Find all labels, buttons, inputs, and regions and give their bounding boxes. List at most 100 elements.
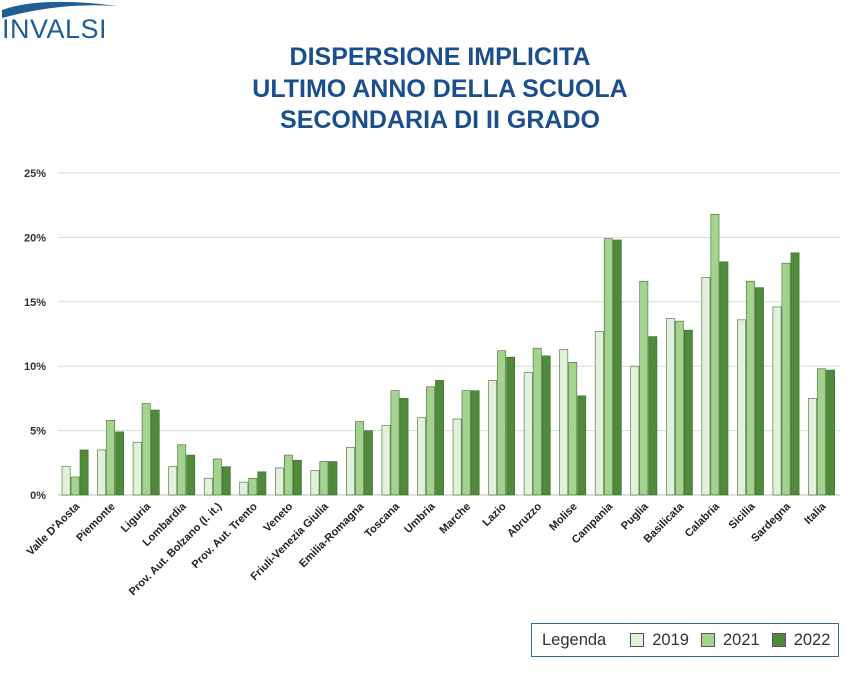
bar-2021 bbox=[426, 386, 435, 496]
bar-2021 bbox=[710, 213, 720, 496]
bar-2022 bbox=[683, 329, 693, 496]
y-tick-label: 20% bbox=[24, 232, 46, 244]
bar-2022 bbox=[719, 261, 729, 496]
title-line-1: DISPERSIONE IMPLICITA bbox=[289, 43, 591, 71]
bar-2022 bbox=[577, 395, 587, 496]
bar-2019 bbox=[594, 331, 604, 496]
x-tick-label: Abruzzo bbox=[505, 500, 544, 539]
bars bbox=[61, 213, 835, 496]
y-tick-label: 15% bbox=[24, 297, 46, 309]
bar-2021 bbox=[746, 280, 755, 496]
x-tick-label: Italia bbox=[802, 500, 829, 527]
invalsi-logo bbox=[2, 1, 118, 18]
bar-2019 bbox=[97, 449, 107, 496]
bar-2022 bbox=[755, 287, 764, 496]
bar-2021 bbox=[212, 458, 222, 496]
bar-2021 bbox=[248, 477, 258, 496]
x-tick-label: Sicilia bbox=[727, 500, 759, 532]
bar-2021 bbox=[817, 368, 826, 496]
bar-2022 bbox=[435, 380, 444, 496]
bar-2019 bbox=[772, 306, 782, 496]
bar-2019 bbox=[559, 349, 569, 496]
legend: Legenda 2019 2021 2022 bbox=[531, 623, 839, 657]
bar-2019 bbox=[701, 277, 711, 496]
x-tick-label: Prov. Aut. Trento bbox=[190, 500, 260, 570]
bar-2019 bbox=[61, 466, 71, 496]
x-tick-label: Lazio bbox=[480, 500, 509, 529]
bar-2019 bbox=[381, 425, 391, 496]
bar-2021 bbox=[141, 403, 151, 496]
legend-swatch-2019 bbox=[630, 633, 645, 647]
bar-2022 bbox=[150, 409, 160, 496]
x-tick-label: Emilia-Romagna bbox=[297, 500, 367, 570]
x-tick-label: Calabria bbox=[683, 500, 723, 540]
bar-2021 bbox=[355, 421, 364, 496]
y-tick-label: 10% bbox=[24, 361, 46, 373]
bar-2021 bbox=[106, 419, 116, 496]
legend-swatch-2022 bbox=[771, 633, 786, 647]
bar-2021 bbox=[603, 238, 613, 496]
x-tick-label: Umbria bbox=[402, 500, 438, 536]
bar-2019 bbox=[737, 319, 746, 496]
bar-2019 bbox=[239, 481, 249, 496]
bar-2021 bbox=[639, 280, 649, 496]
bar-2021 bbox=[319, 461, 329, 496]
bar-2021 bbox=[674, 320, 684, 496]
bar-2019 bbox=[417, 417, 426, 496]
legend-swatch-2021 bbox=[700, 633, 715, 647]
bar-2021 bbox=[568, 362, 578, 496]
x-tick-label: Puglia bbox=[619, 500, 651, 532]
bar-2022 bbox=[399, 398, 409, 496]
x-tick-label: Marche bbox=[437, 501, 473, 537]
legend-label-2019: 2019 bbox=[652, 630, 689, 649]
y-axis-ticks: 0% 5% 10% 15% 20% 25% bbox=[24, 168, 46, 502]
title-line-2: ULTIMO ANNO DELLA SCUOLA bbox=[252, 74, 628, 103]
legend-item-2021: 2021 bbox=[700, 631, 760, 650]
bar-2022 bbox=[79, 449, 89, 496]
bar-2021 bbox=[532, 347, 542, 496]
bar-2021 bbox=[781, 262, 791, 496]
bar-2022 bbox=[115, 431, 125, 496]
y-tick-label: 0% bbox=[30, 490, 46, 502]
x-tick-label: Toscana bbox=[363, 500, 403, 540]
bar-2022 bbox=[826, 369, 835, 496]
bar-2021 bbox=[177, 444, 187, 496]
title-line-3: SECONDARIA DI II GRADO bbox=[280, 106, 600, 134]
bar-2019 bbox=[630, 365, 640, 496]
x-tick-label: Sardegna bbox=[749, 500, 794, 545]
x-tick-label: Veneto bbox=[261, 500, 295, 534]
bar-2022 bbox=[541, 355, 551, 496]
bar-2019 bbox=[665, 318, 675, 496]
bar-2022 bbox=[186, 454, 196, 496]
bar-2022 bbox=[648, 336, 658, 496]
bar-2019 bbox=[168, 466, 178, 496]
bar-2019 bbox=[346, 447, 355, 496]
bar-2022 bbox=[612, 239, 622, 496]
bar-2021 bbox=[390, 390, 400, 496]
x-tick-label: Piemonte bbox=[74, 501, 117, 544]
bar-2021 bbox=[461, 390, 471, 496]
bar-2022 bbox=[257, 471, 267, 496]
x-tick-label: Liguria bbox=[119, 500, 154, 535]
bar-2022 bbox=[328, 461, 338, 496]
bar-2022 bbox=[470, 390, 480, 496]
bar-2022 bbox=[221, 466, 231, 496]
y-tick-label: 25% bbox=[24, 168, 46, 180]
bar-2021 bbox=[283, 454, 293, 496]
bar-2019 bbox=[488, 380, 498, 496]
chart-title: DISPERSIONE IMPLICITA ULTIMO ANNO DELLA … bbox=[0, 42, 856, 137]
bar-2022 bbox=[506, 356, 516, 496]
bar-2019 bbox=[452, 418, 462, 496]
legend-item-2022: 2022 bbox=[771, 630, 831, 650]
bar-2022 bbox=[292, 459, 302, 496]
bar-2022 bbox=[364, 430, 373, 496]
legend-title: Legenda bbox=[542, 630, 607, 649]
bar-2019 bbox=[808, 398, 817, 496]
bar-2021 bbox=[497, 350, 507, 496]
bar-2019 bbox=[523, 372, 533, 496]
y-tick-label: 5% bbox=[30, 426, 46, 438]
legend-item-2019: 2019 bbox=[630, 631, 689, 650]
legend-label-2022: 2022 bbox=[793, 630, 831, 649]
